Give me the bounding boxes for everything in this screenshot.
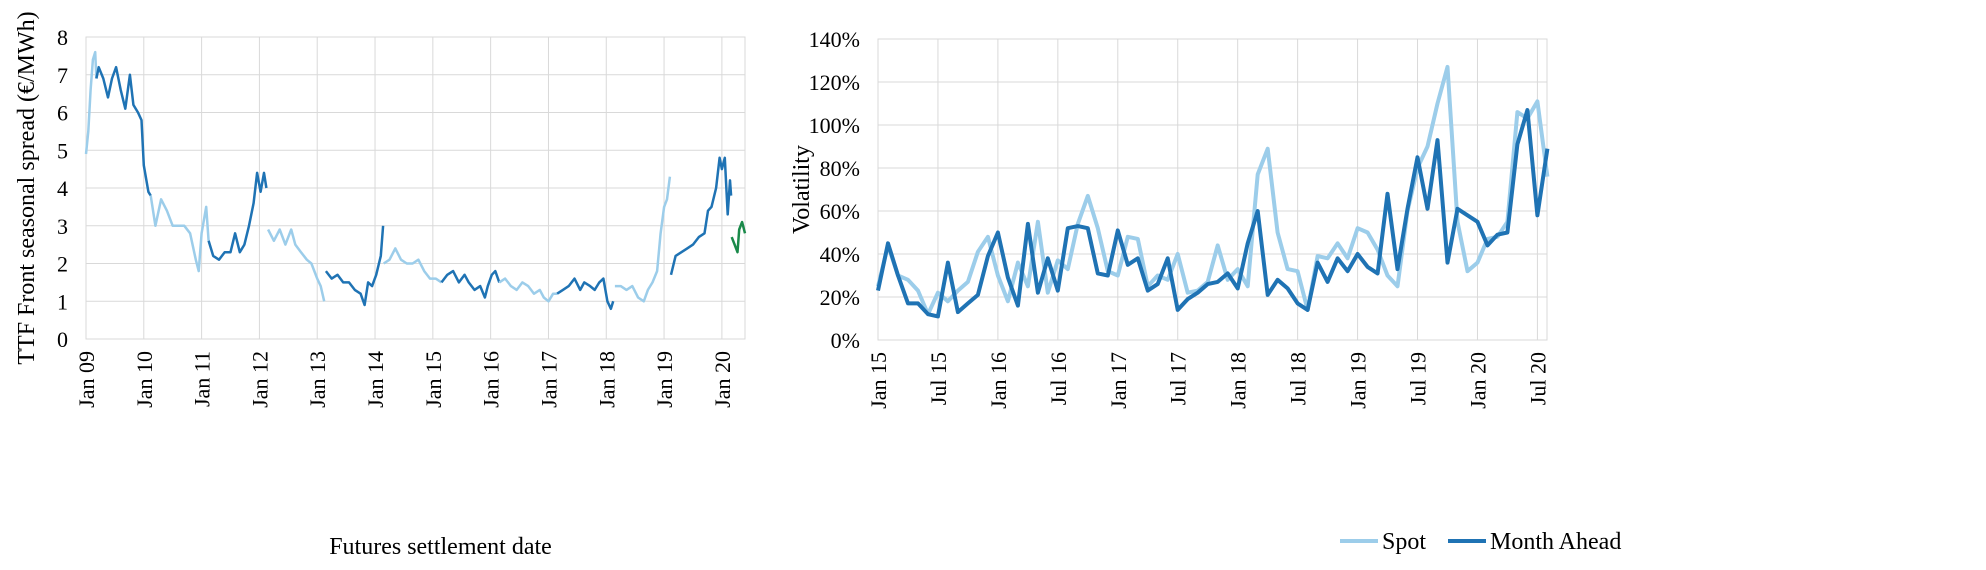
left-series-segment: [266, 228, 326, 302]
left-x-tick-label: Jan 20: [710, 351, 735, 408]
right-x-tick-label: Jul 17: [1166, 352, 1191, 405]
left-x-tick-label: Jan 17: [536, 351, 561, 408]
left-x-tick-label: Jan 19: [652, 351, 677, 408]
right-x-tick-label: Jan 18: [1226, 352, 1251, 409]
left-y-tick-label: 8: [57, 25, 68, 50]
right-x-tick-label: Jul 18: [1286, 352, 1311, 405]
left-y-tick-label: 5: [57, 138, 68, 163]
left-series-segment: [498, 277, 558, 303]
right-series: [876, 64, 1550, 319]
left-y-tick-label: 1: [57, 289, 68, 314]
right-x-tick-label: Jan 20: [1465, 352, 1490, 409]
left-y-axis-label: TTF Front seasonal spread (€/MWh): [14, 11, 40, 364]
right-y-tick-label: 40%: [820, 242, 860, 267]
right-x-tick-label: Jul 20: [1525, 352, 1550, 405]
left-x-tick-label: Jan 15: [421, 351, 446, 408]
left-x-tick-label: Jan 12: [247, 351, 272, 408]
left-series-segment: [669, 156, 733, 276]
left-x-tick-label: Jan 11: [190, 351, 215, 407]
left-y-tick-label: 7: [57, 63, 68, 88]
right-x-tick-label: Jul 19: [1406, 352, 1431, 405]
legend-label-spot: Spot: [1382, 529, 1426, 555]
left-x-ticks: Jan 09 Jan 10 Jan 11 Jan 12 Jan 13 Jan 14 Jan …: [74, 351, 735, 408]
right-y-tick-label: 100%: [809, 113, 860, 138]
left-series: [84, 50, 747, 311]
month-ahead-series-line: [876, 108, 1550, 319]
right-x-tick-label: Jul 16: [1046, 352, 1071, 405]
left-x-tick-label: Jan 13: [305, 351, 330, 408]
right-y-tick-label: 120%: [809, 70, 860, 95]
left-chart: 0 1 2 3 4 5 6 7 8 Jan 09 Jan 10 Jan 11 Jan 12 Jan 13…: [14, 11, 747, 560]
left-y-tick-label: 3: [57, 214, 68, 239]
legend-label-month-ahead: Month Ahead: [1490, 529, 1621, 555]
right-y-tick-label: 80%: [820, 156, 860, 181]
left-y-tick-label: 4: [57, 176, 68, 201]
spot-series-line: [876, 64, 1550, 317]
right-y-tick-label: 20%: [820, 285, 860, 310]
left-series-segment: [84, 50, 98, 155]
right-x-tick-label: Jul 15: [926, 352, 951, 405]
legend: Spot Month Ahead: [1340, 529, 1621, 555]
left-series-segment: [730, 220, 747, 254]
right-x-tick-label: Jan 19: [1346, 352, 1371, 409]
right-plot-area: [877, 38, 1548, 341]
right-x-tick-label: Jan 15: [866, 352, 891, 409]
left-y-tick-label: 2: [57, 252, 68, 277]
right-x-ticks: Jan 15 Jul 15 Jan 16 Jul 16 Jan 17 Jul 17 Jan …: [866, 352, 1550, 409]
right-x-tick-label: Jan 17: [1106, 352, 1131, 409]
left-series-segment: [383, 247, 443, 284]
left-x-tick-label: Jan 18: [594, 351, 619, 408]
left-x-tick-label: Jan 09: [74, 351, 99, 408]
right-y-axis-label: Volatility: [789, 145, 815, 234]
left-plot-area: [85, 36, 746, 340]
left-series-segment: [556, 277, 615, 311]
left-y-ticks: 0 1 2 3 4 5 6 7 8: [57, 25, 68, 352]
left-series-segment: [614, 176, 672, 303]
left-series-segment: [95, 65, 152, 197]
right-y-ticks: 0% 20% 40% 60% 80% 100% 120% 140%: [809, 27, 860, 353]
left-series-segment: [324, 225, 385, 307]
left-x-tick-label: Jan 16: [479, 351, 504, 408]
right-x-tick-label: Jan 16: [986, 352, 1011, 409]
left-y-tick-label: 6: [57, 101, 68, 126]
left-series-segment: [149, 195, 210, 273]
left-series-segment: [440, 269, 501, 299]
left-x-tick-label: Jan 14: [363, 351, 388, 408]
left-x-axis-label: Futures settlement date: [329, 534, 552, 560]
right-chart: 0%20%40%60%80%100%120%140% Jan 15 Jul 15 J…: [789, 27, 1621, 555]
right-y-tick-label: 0%: [831, 328, 860, 353]
left-y-tick-label: 0: [57, 327, 68, 352]
left-x-tick-label: Jan 10: [132, 351, 157, 408]
right-y-tick-label: 60%: [820, 199, 860, 224]
right-y-tick-label: 140%: [809, 27, 860, 52]
left-series-segment: [207, 171, 268, 261]
